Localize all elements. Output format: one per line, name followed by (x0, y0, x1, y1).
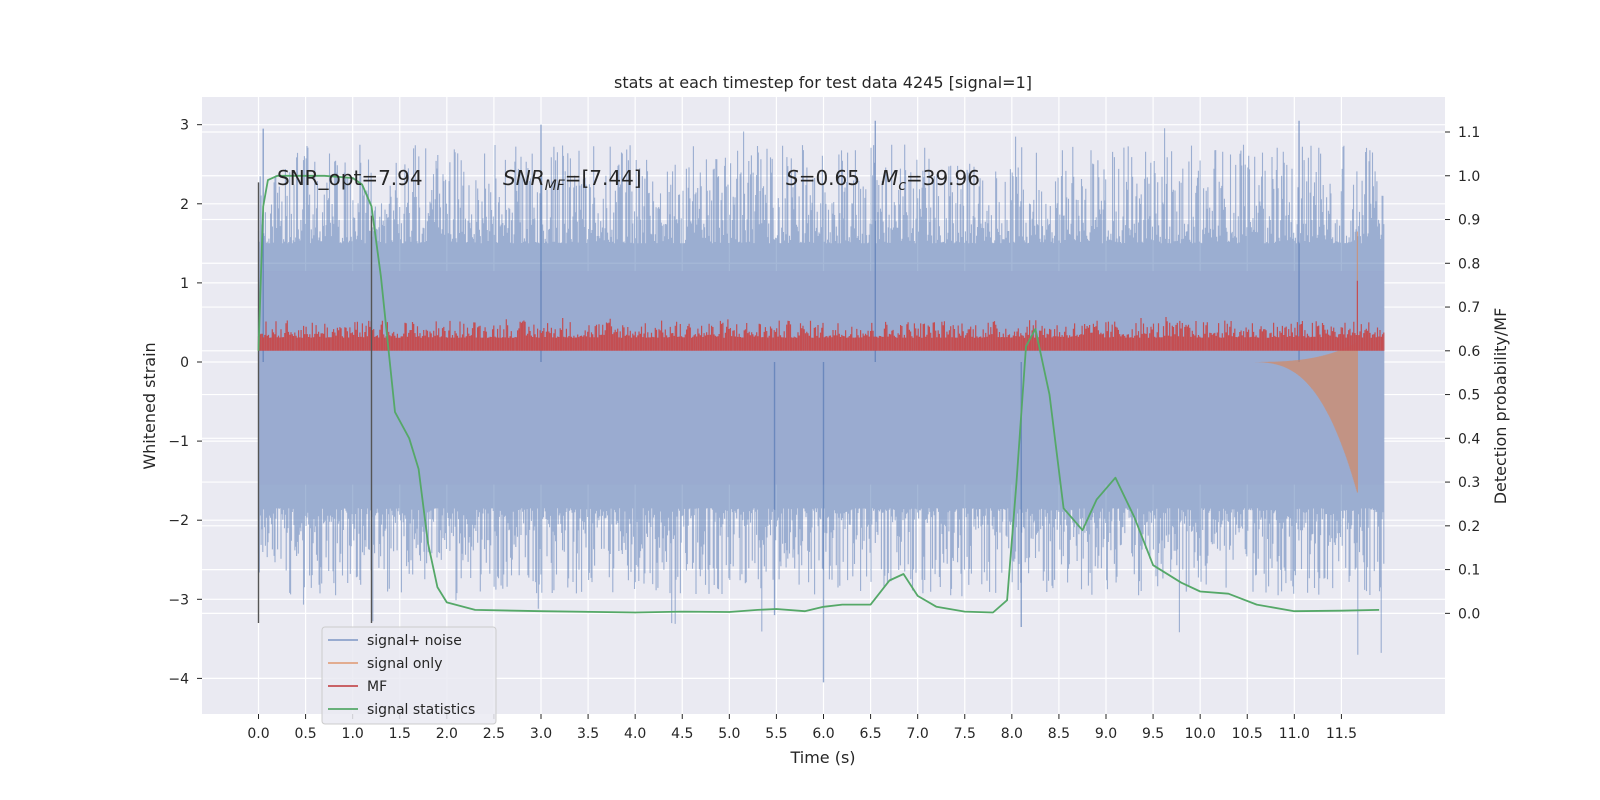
legend-label-signal-statistics: signal statistics (367, 702, 475, 718)
series-signal-noise-core (258, 271, 1384, 485)
y2-tick-label: 0.3 (1458, 475, 1480, 491)
legend: signal+ noise signal only MF signal stat… (321, 626, 497, 725)
x-tick-label: 7.0 (907, 726, 929, 742)
y-tick-label: −3 (168, 592, 189, 608)
x-tick-label: 6.0 (812, 726, 834, 742)
x-tick-label: 4.5 (671, 726, 693, 742)
legend-label-signal-noise: signal+ noise (367, 633, 462, 649)
y-axis-title: Whitened strain (140, 342, 159, 469)
y2-tick-label: 0.2 (1458, 519, 1480, 535)
x-tick-label: 1.0 (342, 726, 364, 742)
y2-tick-label: 1.0 (1458, 169, 1480, 185)
x-tick-label: 10.5 (1232, 726, 1263, 742)
y-tick-label: 2 (180, 197, 189, 213)
x-tick-label: 11.5 (1326, 726, 1357, 742)
data-layer (257, 120, 1385, 683)
y2-tick-label: 0.4 (1458, 431, 1480, 447)
x-tick-label: 0.0 (247, 726, 269, 742)
y2-axis-title: Detection probability/MF (1491, 308, 1510, 505)
annotation-snr-mf: SNRMF=[7.44] (503, 166, 642, 194)
mc-sub: c (898, 178, 906, 194)
x-tick-label: 9.5 (1142, 726, 1164, 742)
x-tick-label: 10.0 (1185, 726, 1216, 742)
snr-mf-prefix: SNR (503, 166, 545, 190)
x-tick-label: 8.0 (1001, 726, 1023, 742)
x-tick-label: 3.5 (577, 726, 599, 742)
s-letter: S (786, 166, 799, 190)
series-signal-statistics (257, 174, 1380, 614)
y2-tick-label: 1.1 (1458, 125, 1480, 141)
x-tick-label: 1.5 (389, 726, 411, 742)
x-tick-label: 7.5 (954, 726, 976, 742)
series-signal-only (1255, 231, 1358, 493)
y2-tick-label: 0.6 (1458, 344, 1480, 360)
y-tick-label: −4 (168, 671, 189, 687)
x-tick-label: 9.0 (1095, 726, 1117, 742)
y2-tick-label: 0.9 (1458, 213, 1480, 229)
mc-letter: M (881, 166, 898, 190)
x-tick-label: 6.5 (859, 726, 881, 742)
annotation-snr-opt: SNR_opt=7.94 (277, 166, 423, 190)
x-tick-label: 5.0 (718, 726, 740, 742)
y2-tick-label: 0.8 (1458, 256, 1480, 272)
annotation-s: S=0.65 (786, 166, 860, 190)
x-tick-label: 5.5 (765, 726, 787, 742)
x-axis-title: Time (s) (789, 748, 855, 767)
x-tick-label: 0.5 (294, 726, 316, 742)
y-axis-ticks: 3 2 1 0 −1 −2 −3 −4 (168, 118, 202, 687)
mc-value: =39.96 (906, 166, 980, 190)
y-tick-label: −2 (168, 513, 189, 529)
y2-axis-ticks: 1.1 1.0 0.9 0.8 0.7 0.6 0.5 0.4 0.3 0.2 0.1 0.0 (1445, 125, 1480, 622)
y-tick-label: 3 (180, 118, 189, 134)
x-tick-label: 3.0 (530, 726, 552, 742)
y-tick-label: 0 (180, 355, 189, 371)
y2-tick-label: 0.5 (1458, 388, 1480, 404)
legend-box (321, 626, 497, 725)
x-tick-label: 11.0 (1279, 726, 1310, 742)
y-tick-label: 1 (180, 276, 189, 292)
x-axis-ticks: 0.0 0.5 1.0 1.5 2.0 2.5 3.0 3.5 4.0 4.5 5.0 5.5 6.0 6… (247, 714, 1357, 742)
x-tick-label: 2.5 (483, 726, 505, 742)
y2-tick-label: 0.1 (1458, 563, 1480, 579)
legend-label-signal-only: signal only (367, 656, 442, 672)
y-tick-label: −1 (168, 434, 189, 450)
y2-tick-label: 0.0 (1458, 606, 1480, 622)
s-value: =0.65 (799, 166, 860, 190)
x-tick-label: 2.0 (436, 726, 458, 742)
chart-title: stats at each timestep for test data 424… (614, 73, 1032, 92)
y2-tick-label: 0.7 (1458, 300, 1480, 316)
snr-mf-sub: MF (545, 178, 566, 194)
legend-label-mf: MF (367, 679, 387, 695)
annotation-mc: Mc=39.96 (881, 166, 980, 194)
x-tick-label: 4.0 (624, 726, 646, 742)
x-tick-label: 8.5 (1048, 726, 1070, 742)
snr-mf-value: =[7.44] (565, 166, 642, 190)
